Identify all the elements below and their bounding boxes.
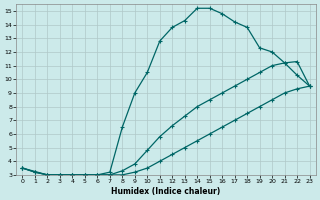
X-axis label: Humidex (Indice chaleur): Humidex (Indice chaleur) xyxy=(111,187,221,196)
